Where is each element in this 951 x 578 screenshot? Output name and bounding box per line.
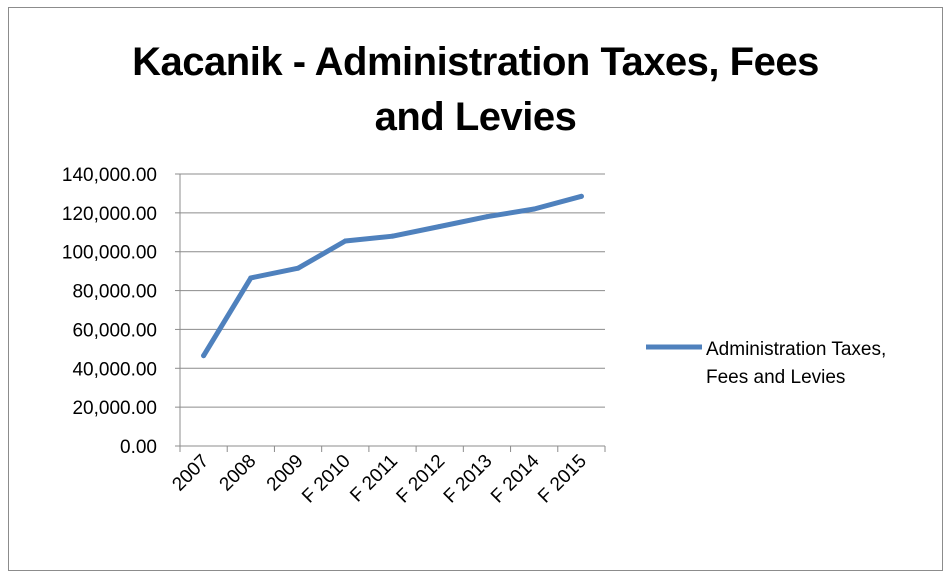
series-line (201, 193, 584, 359)
data-point (484, 214, 490, 220)
chart-frame (8, 7, 943, 571)
x-tick-label: F 2014 (487, 450, 544, 507)
y-tick-label: 40,000.00 (72, 359, 157, 380)
chart-title-line-2: and Levies (374, 95, 577, 139)
y-tick-label: 80,000.00 (72, 282, 157, 303)
y-tick-label: 100,000.00 (62, 243, 157, 264)
x-tick-label: F 2015 (534, 451, 591, 508)
legend-label-line-1: Administration Taxes, (706, 339, 887, 360)
y-tick-label: 0.00 (120, 437, 157, 458)
legend-label-line-2: Fees and Levies (706, 367, 846, 388)
data-point (390, 233, 395, 239)
data-point (437, 223, 443, 229)
x-tick-label: F 2013 (440, 451, 497, 508)
data-point (342, 238, 348, 244)
x-tick-label: F 2012 (393, 451, 450, 508)
y-tick-label: 60,000.00 (72, 320, 157, 341)
x-tick-label: F 2010 (298, 451, 355, 508)
y-tick-label: 20,000.00 (72, 398, 157, 419)
data-point (531, 206, 537, 212)
data-point (295, 265, 301, 271)
legend-label: Administration Taxes, Fees and Levies (706, 336, 946, 392)
x-tick-label: 2007 (168, 451, 213, 496)
y-tick-label: 120,000.00 (62, 204, 157, 225)
chart-title-line-1: Kacanik - Administration Taxes, Fees (132, 40, 819, 84)
data-point (578, 193, 584, 199)
data-point (201, 353, 207, 359)
y-tick-label: 140,000.00 (62, 165, 157, 186)
x-tick-label: F 2011 (346, 451, 402, 507)
x-tick-label: 2008 (216, 451, 261, 496)
data-point (248, 275, 254, 281)
